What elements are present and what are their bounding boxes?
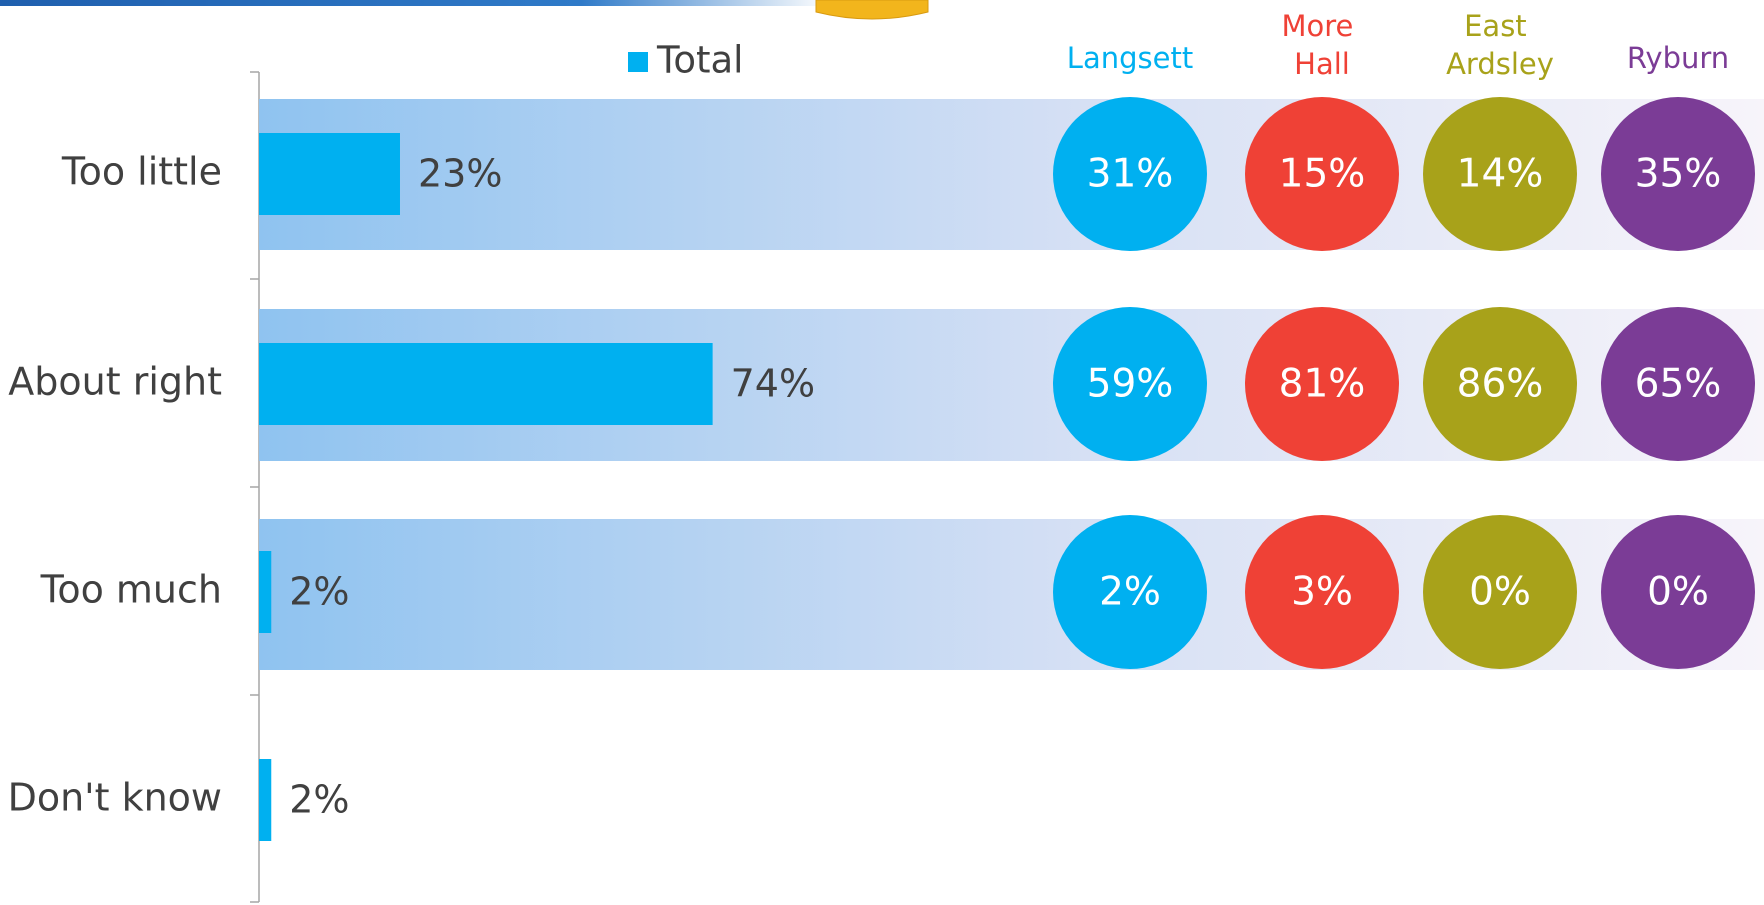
group-header: East Ardsley [1446, 9, 1554, 81]
category-label: About right [8, 360, 222, 404]
value-label: 2% [289, 778, 349, 822]
group-value-label: 31% [1087, 152, 1174, 197]
group-value-label: 59% [1087, 362, 1174, 407]
group-value-label: 81% [1279, 362, 1366, 407]
group-value-label: 35% [1635, 152, 1722, 197]
header-strip [0, 0, 830, 6]
category-label: Too much [40, 568, 222, 612]
category-label: Too little [61, 150, 222, 194]
group-header: Ryburn [1627, 41, 1729, 75]
value-label: 23% [418, 152, 502, 196]
group-value-label: 0% [1647, 570, 1709, 615]
group-value-label: 65% [1635, 362, 1722, 407]
group-value-label: 86% [1457, 362, 1544, 407]
group-value-label: 14% [1457, 152, 1544, 197]
group-header: More Hall [1281, 9, 1362, 81]
legend-label: Total [656, 39, 743, 82]
group-value-label: 0% [1469, 570, 1531, 615]
bar [259, 133, 400, 215]
group-value-label: 3% [1291, 570, 1353, 615]
coin-icon [816, 0, 928, 19]
bar [259, 551, 271, 633]
legend-swatch [628, 52, 648, 72]
bar [259, 759, 271, 841]
chart: Total Too little 23% About right 74% Too much… [0, 0, 1764, 905]
bar [259, 343, 713, 425]
plot: Total Too little 23% About right 74% Too much… [8, 9, 1764, 902]
group-value-label: 15% [1279, 152, 1366, 197]
value-label: 74% [731, 362, 815, 406]
category-label: Don't know [8, 776, 222, 820]
group-value-label: 2% [1099, 570, 1161, 615]
group-header: Langsett [1067, 41, 1193, 75]
value-label: 2% [289, 570, 349, 614]
